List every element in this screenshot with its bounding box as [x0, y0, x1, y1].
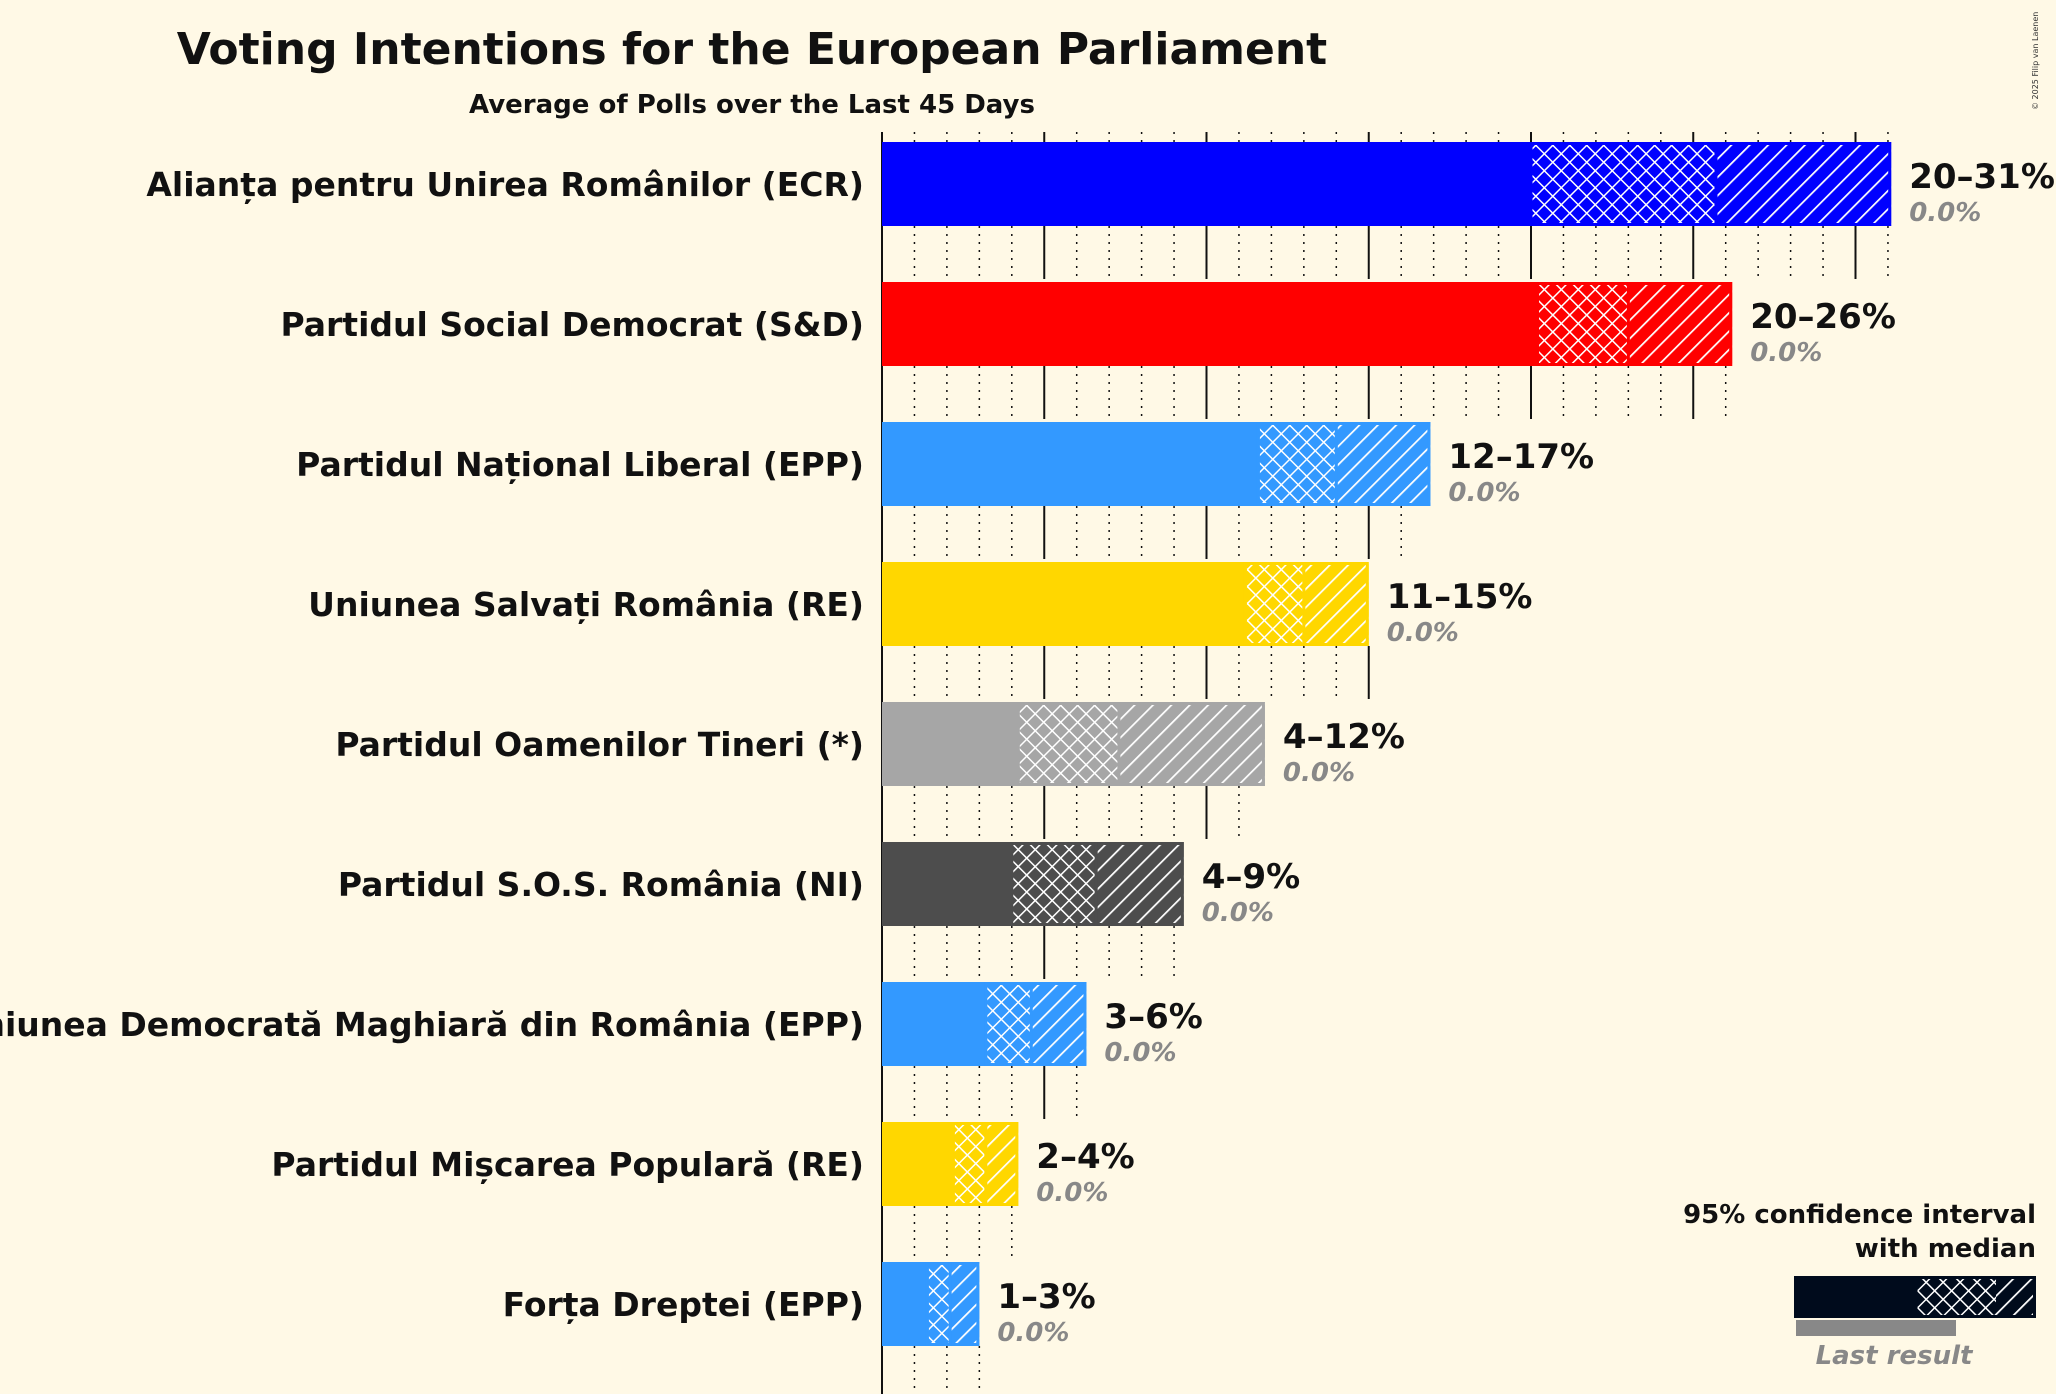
range-label: 1–3%	[997, 1277, 1095, 1317]
party-label: Forța Dreptei (EPP)	[503, 1285, 864, 1324]
legend-ci-lower-pattern	[1916, 1276, 1996, 1318]
legend: 95% confidence interval with median Last…	[1683, 1200, 2036, 1371]
bar-ci-outline	[1529, 142, 1892, 226]
range-label: 11–15%	[1387, 577, 1533, 617]
bars-group: Alianța pentru Unirea Românilor (ECR) 20–…	[0, 142, 2055, 1348]
legend-title-line1: 95% confidence interval	[1683, 1200, 2036, 1230]
copyright-note: © 2025 Filip van Laenen	[2031, 12, 2040, 110]
bar-ci-upper-pattern	[1336, 422, 1431, 506]
bar-ci-upper-pattern	[1715, 142, 1892, 226]
range-label: 20–26%	[1750, 297, 1896, 337]
last-result-label: 0.0%	[997, 1318, 1069, 1348]
last-result-label: 0.0%	[1909, 198, 1981, 228]
party-label: Alianța pentru Unirea Românilor (ECR)	[146, 165, 864, 204]
bar-ci-upper-pattern	[985, 1122, 1019, 1206]
party-label: Partidul Național Liberal (EPP)	[296, 445, 864, 484]
bar-ci-upper-pattern	[1303, 562, 1369, 646]
bar-ci-outline	[984, 982, 1087, 1066]
party-label: Partidul Social Democrat (S&D)	[280, 305, 864, 344]
bar-ci-lower-pattern	[1018, 702, 1119, 786]
bar-solid	[882, 562, 1246, 646]
bar-ci-upper-pattern	[1628, 282, 1733, 366]
legend-title-line2: with median	[1855, 1234, 2036, 1264]
chart-title: Voting Intentions for the European Parli…	[177, 24, 1327, 75]
legend-last-result-bar	[1796, 1320, 1956, 1336]
bar-solid	[882, 1122, 954, 1206]
range-label: 3–6%	[1104, 997, 1202, 1037]
bar-solid	[882, 702, 1019, 786]
bar-ci-upper-pattern	[1118, 702, 1265, 786]
bar-ci-outline	[1535, 282, 1733, 366]
last-result-label: 0.0%	[1750, 338, 1822, 368]
legend-solid	[1794, 1276, 1916, 1318]
bar-solid	[882, 282, 1538, 366]
bar-solid	[882, 1262, 928, 1346]
legend-ci-upper-pattern	[1996, 1276, 2036, 1318]
chart-subtitle: Average of Polls over the Last 45 Days	[469, 90, 1035, 120]
party-label: Partidul Mișcarea Populară (RE)	[271, 1145, 864, 1184]
bar-solid	[882, 842, 1012, 926]
last-result-label: 0.0%	[1387, 618, 1459, 648]
bar-ci-lower-pattern	[1531, 142, 1716, 226]
bar-ci-outline	[1243, 562, 1369, 646]
bar-solid	[882, 142, 1531, 226]
legend-last-result-label: Last result	[1816, 1341, 1974, 1371]
bar-ci-outline	[1256, 422, 1431, 506]
range-label: 2–4%	[1036, 1137, 1134, 1177]
bar-ci-lower-pattern	[953, 1122, 986, 1206]
bar-ci-upper-pattern	[1096, 842, 1184, 926]
bar-ci-lower-pattern	[1245, 562, 1304, 646]
bar-ci-lower-pattern	[1537, 282, 1629, 366]
range-label: 12–17%	[1448, 437, 1594, 477]
last-result-label: 0.0%	[1448, 478, 1520, 508]
last-result-label: 0.0%	[1036, 1178, 1108, 1208]
legend-ci-outline	[1914, 1276, 2036, 1318]
party-label: Uniunea Democrată Maghiară din România (…	[0, 1005, 864, 1044]
bar-ci-lower-pattern	[1011, 842, 1097, 926]
bar-ci-outline	[1016, 702, 1265, 786]
last-result-label: 0.0%	[1283, 758, 1355, 788]
grid-lines	[881, 132, 1889, 1394]
bar-solid	[882, 982, 986, 1066]
bar-solid	[882, 422, 1259, 506]
legend-swatch	[1794, 1276, 2036, 1336]
range-label: 20–31%	[1909, 157, 2055, 197]
last-result-label: 0.0%	[1104, 1038, 1176, 1068]
range-label: 4–12%	[1283, 717, 1405, 757]
bar-ci-upper-pattern	[1031, 982, 1087, 1066]
party-label: Uniunea Salvați România (RE)	[308, 585, 864, 624]
bar-ci-outline	[925, 1262, 980, 1346]
bar-ci-lower-pattern	[985, 982, 1032, 1066]
party-label: Partidul Oamenilor Tineri (*)	[335, 725, 864, 764]
range-label: 4–9%	[1202, 857, 1300, 897]
bar-ci-upper-pattern	[950, 1262, 980, 1346]
bar-ci-lower-pattern	[927, 1262, 951, 1346]
bar-ci-lower-pattern	[1258, 422, 1337, 506]
party-label: Partidul S.O.S. România (NI)	[338, 865, 864, 904]
last-result-label: 0.0%	[1202, 898, 1274, 928]
